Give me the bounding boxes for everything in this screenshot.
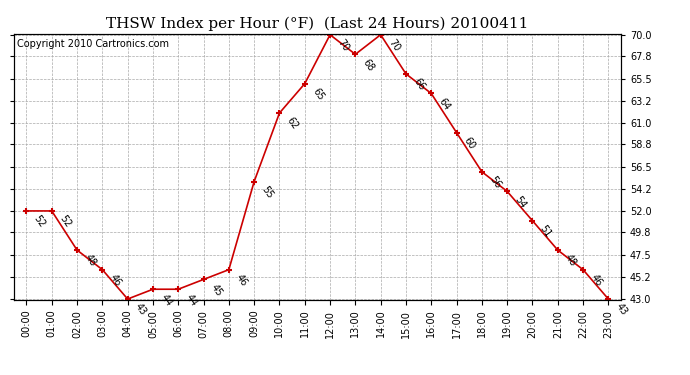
Text: 60: 60 — [462, 135, 477, 151]
Text: 70: 70 — [386, 38, 402, 53]
Text: 48: 48 — [83, 253, 98, 268]
Text: Copyright 2010 Cartronics.com: Copyright 2010 Cartronics.com — [17, 39, 169, 49]
Text: 70: 70 — [335, 38, 351, 53]
Text: 43: 43 — [133, 302, 148, 318]
Text: 55: 55 — [259, 184, 275, 200]
Text: 48: 48 — [563, 253, 578, 268]
Title: THSW Index per Hour (°F)  (Last 24 Hours) 20100411: THSW Index per Hour (°F) (Last 24 Hours)… — [106, 17, 529, 31]
Text: 46: 46 — [108, 272, 123, 288]
Text: 44: 44 — [159, 292, 174, 308]
Text: 45: 45 — [209, 282, 224, 298]
Text: 46: 46 — [235, 272, 250, 288]
Text: 68: 68 — [361, 57, 376, 73]
Text: 64: 64 — [437, 96, 452, 112]
Text: 54: 54 — [513, 194, 528, 210]
Text: 44: 44 — [184, 292, 199, 308]
Text: 52: 52 — [32, 214, 48, 230]
Text: 66: 66 — [411, 76, 426, 92]
Text: 56: 56 — [487, 174, 503, 190]
Text: 65: 65 — [310, 87, 326, 102]
Text: 46: 46 — [589, 272, 604, 288]
Text: 62: 62 — [285, 116, 300, 132]
Text: 51: 51 — [538, 224, 553, 239]
Text: 43: 43 — [614, 302, 629, 318]
Text: 52: 52 — [57, 214, 72, 230]
